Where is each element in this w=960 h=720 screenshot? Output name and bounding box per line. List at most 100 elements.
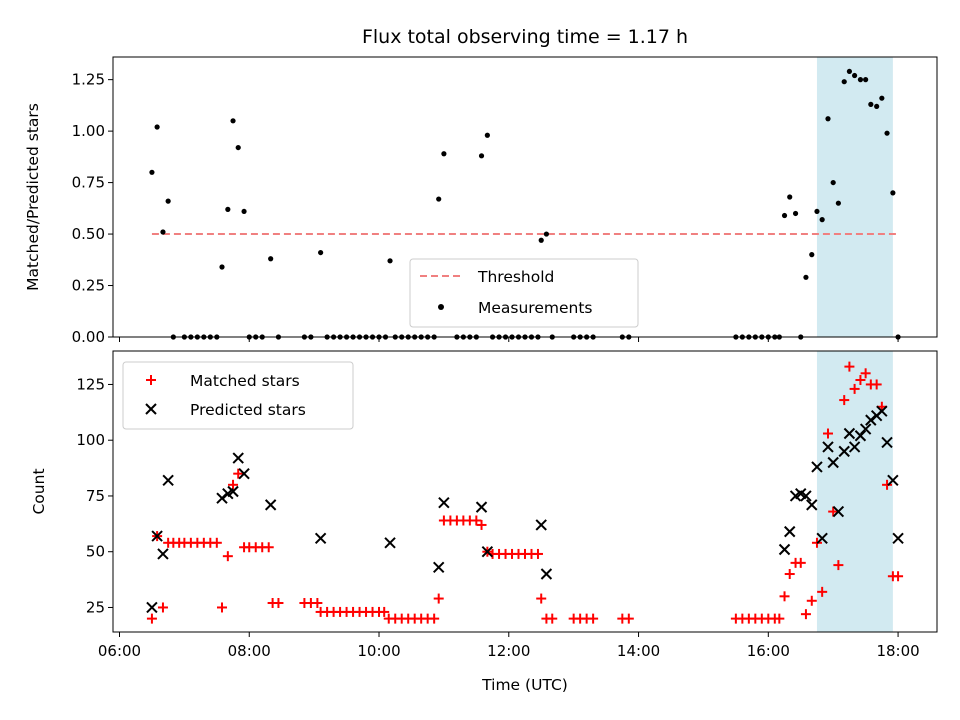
legend-predicted-swatch	[145, 403, 157, 415]
measurement-point	[809, 252, 815, 258]
x-tick-label: 18:00	[876, 642, 919, 660]
matched-star-point	[855, 374, 866, 385]
legend-measurements-label: Measurements	[478, 299, 593, 317]
top-legend: Threshold Measurements	[409, 258, 639, 328]
matched-star-point	[146, 613, 157, 624]
top-y-ticks: 0.00 0.25 0.50 0.75 1.00 1.25	[72, 71, 113, 346]
matched-star-point	[774, 613, 785, 624]
matched-star-point	[828, 506, 839, 517]
predicted-star-point	[892, 532, 904, 545]
predicted-star-point	[816, 532, 828, 545]
matched-star-point	[779, 591, 790, 602]
measurement-point	[318, 249, 324, 256]
legend-matched-marker	[146, 375, 156, 385]
measurement-point	[792, 210, 799, 217]
top-panel: 0.00 0.25 0.50 0.75 1.00 1.25 Matched/Predict…	[24, 56, 938, 346]
measurement-point	[857, 77, 864, 83]
y-tick-label: 1.00	[72, 122, 105, 140]
measurement-point	[825, 116, 831, 122]
matched-star-point	[429, 613, 440, 624]
legend-predicted-label: Predicted stars	[190, 401, 306, 419]
x-tick-label: 10:00	[357, 642, 400, 660]
matched-star-point	[217, 602, 228, 613]
y-tick-label: 1.25	[72, 71, 105, 89]
measurement-point	[160, 229, 166, 235]
predicted-star-point	[162, 474, 174, 487]
predicted-star-point	[481, 546, 494, 558]
measurement-point	[852, 72, 858, 79]
predicted-star-point	[806, 499, 818, 511]
predicted-star-point	[822, 441, 834, 453]
predicted-star-point	[232, 452, 244, 464]
y-tick-label: 100	[76, 431, 105, 449]
predicted-star-point	[832, 505, 845, 518]
matched-star-point	[547, 613, 558, 624]
measurement-point	[781, 212, 788, 219]
measurement-point	[219, 264, 225, 270]
measurement-point	[235, 144, 241, 151]
predicted-star-point	[540, 568, 553, 580]
matched-star-point	[784, 569, 795, 580]
matched-star-point	[228, 479, 239, 490]
predicted-star-point	[843, 427, 856, 440]
measurement-point	[225, 206, 231, 212]
matched-star-point	[871, 379, 882, 390]
top-plot-frame	[112, 56, 938, 338]
measurement-point	[846, 68, 853, 75]
predicted-star-point	[778, 543, 791, 556]
y-tick-label: 25	[86, 598, 105, 616]
measurement-point	[863, 77, 869, 83]
matched-star-point	[433, 593, 444, 604]
measurement-point	[436, 196, 442, 202]
matched-star-point	[211, 537, 222, 548]
predicted-star-point	[146, 601, 158, 614]
predicted-star-point	[264, 499, 277, 511]
matched-star-point	[860, 368, 871, 379]
measurement-point	[890, 190, 896, 196]
legend-threshold-label: Threshold	[477, 268, 554, 286]
matched-stars-points	[146, 361, 904, 624]
measurement-point	[165, 198, 171, 204]
top-legend-box	[409, 258, 639, 328]
predicted-star-point	[475, 501, 488, 513]
matched-star-point	[806, 595, 817, 606]
predicted-star-point	[854, 430, 867, 442]
y-tick-label: 50	[86, 543, 105, 561]
measurement-point	[538, 237, 544, 243]
matched-star-point	[476, 519, 487, 530]
bottom-legend: Matched stars Predicted stars	[122, 361, 354, 430]
y-tick-label: 75	[86, 487, 105, 505]
bottom-x-ticks: 06:00 08:00 10:00 12:00 14:00 16:00 18:00	[98, 632, 920, 660]
measurement-point	[835, 200, 841, 206]
measurement-point	[543, 231, 550, 237]
predicted-star-point	[859, 423, 872, 435]
predicted-star-point	[314, 532, 327, 545]
y-tick-label: 0.75	[72, 174, 105, 192]
matched-star-point	[588, 613, 599, 624]
measurement-point	[268, 256, 274, 262]
predicted-stars-points	[146, 405, 904, 614]
measurement-point	[241, 208, 247, 215]
predicted-star-point	[784, 525, 796, 538]
measurement-point	[484, 132, 490, 138]
legend-matched-label: Matched stars	[190, 372, 300, 390]
measurement-point	[149, 169, 155, 175]
measurement-point	[830, 179, 836, 186]
matched-star-point	[222, 551, 233, 562]
predicted-star-point	[800, 490, 812, 502]
matched-star-point	[882, 479, 893, 490]
y-tick-label: 0.50	[72, 225, 105, 243]
measurement-points	[149, 68, 901, 340]
matched-star-point	[800, 609, 811, 620]
y-tick-label: 0.00	[72, 328, 105, 346]
matched-star-point	[471, 515, 482, 526]
bottom-y-ticks: 25 50 75 100 125	[76, 375, 113, 616]
matched-star-point	[849, 383, 860, 394]
bottom-legend-box	[122, 361, 354, 430]
predicted-star-point	[838, 445, 850, 458]
matched-star-point	[623, 613, 634, 624]
matched-star-point	[893, 571, 904, 582]
matched-star-point	[233, 468, 244, 479]
matched-star-point	[817, 586, 828, 597]
